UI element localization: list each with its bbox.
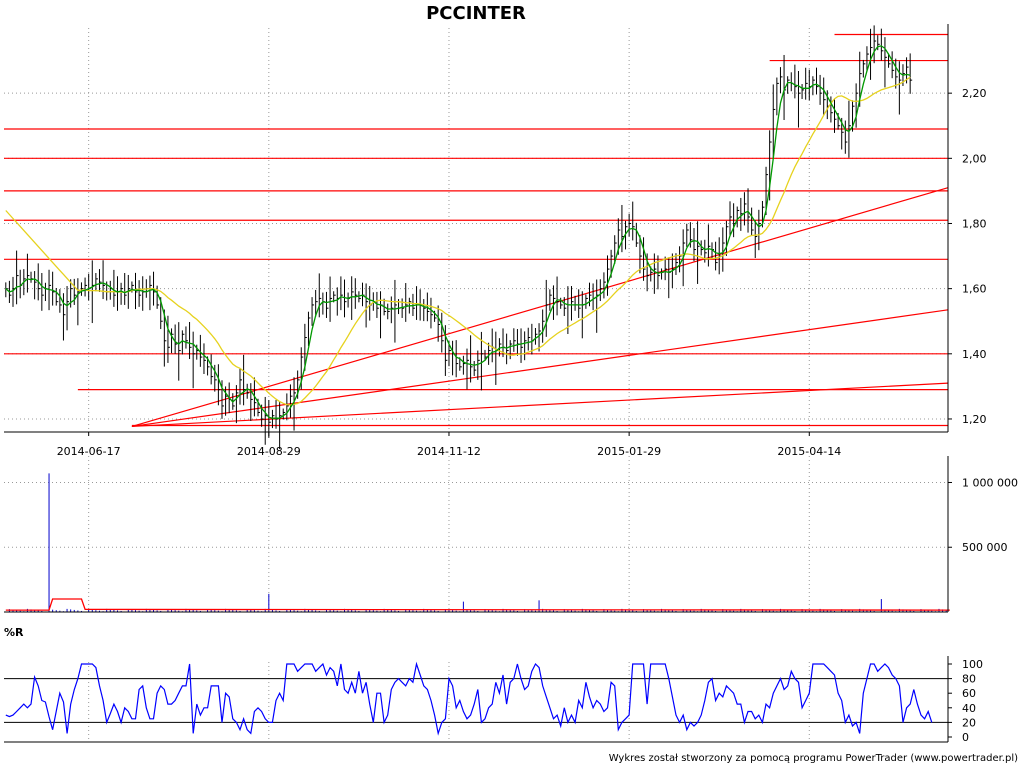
price-moving-averages bbox=[5, 45, 911, 419]
price-ytick-label-2: 1,60 bbox=[962, 283, 987, 296]
footer-credit: Wykres został stworzony za pomocą progra… bbox=[609, 753, 1018, 764]
price-xtick-label-3: 2015-01-29 bbox=[597, 445, 661, 458]
price-support-levels bbox=[4, 33, 948, 427]
volume-ytick-label-0: 500 000 bbox=[962, 541, 1008, 554]
indicator-ytick-label-2: 40 bbox=[962, 702, 976, 715]
williams-r-line bbox=[5, 661, 933, 736]
trend-line-0 bbox=[131, 187, 949, 428]
volume-average-line bbox=[5, 598, 950, 611]
price-xtick-label-4: 2015-04-14 bbox=[777, 445, 841, 458]
indicator-grid bbox=[4, 662, 948, 742]
ma-long-line bbox=[5, 76, 911, 406]
volume-ytick-label-1: 1 000 000 bbox=[962, 476, 1018, 489]
trend-line-1 bbox=[131, 309, 949, 428]
price-axes: 1,20 1,40 1,60 1,80 2,00 2,20 2014-06-17 2014-0… bbox=[4, 24, 987, 458]
indicator-ytick-label-5: 100 bbox=[962, 658, 983, 671]
price-xtick-label-2: 2014-11-12 bbox=[417, 445, 481, 458]
williams-r-path bbox=[5, 661, 933, 736]
volume-bars bbox=[5, 473, 950, 612]
price-ytick-label-4: 2,00 bbox=[962, 152, 987, 165]
price-xtick-label-0: 2014-06-17 bbox=[57, 445, 121, 458]
price-ytick-label-5: 2,20 bbox=[962, 87, 987, 100]
price-trend-lines bbox=[131, 187, 949, 428]
price-ytick-label-1: 1,40 bbox=[962, 348, 987, 361]
indicator-ytick-label-3: 60 bbox=[962, 687, 976, 700]
price-candles bbox=[5, 25, 913, 450]
chart-title: PCCINTER bbox=[426, 3, 526, 24]
price-ytick-label-0: 1,20 bbox=[962, 413, 987, 426]
indicator-ytick-label-4: 80 bbox=[962, 673, 976, 686]
trend-line-2 bbox=[131, 382, 949, 428]
ma-short-line bbox=[5, 45, 911, 419]
indicator-ytick-label-1: 20 bbox=[962, 716, 976, 729]
price-xtick-label-1: 2014-08-29 bbox=[237, 445, 301, 458]
volume-grid bbox=[4, 456, 948, 612]
indicator-ytick-label-0: 0 bbox=[962, 731, 969, 744]
indicator-label: %R bbox=[4, 626, 24, 639]
price-ytick-label-3: 1,80 bbox=[962, 217, 987, 230]
volume-axes: 500 000 1 000 000 bbox=[4, 456, 1018, 613]
